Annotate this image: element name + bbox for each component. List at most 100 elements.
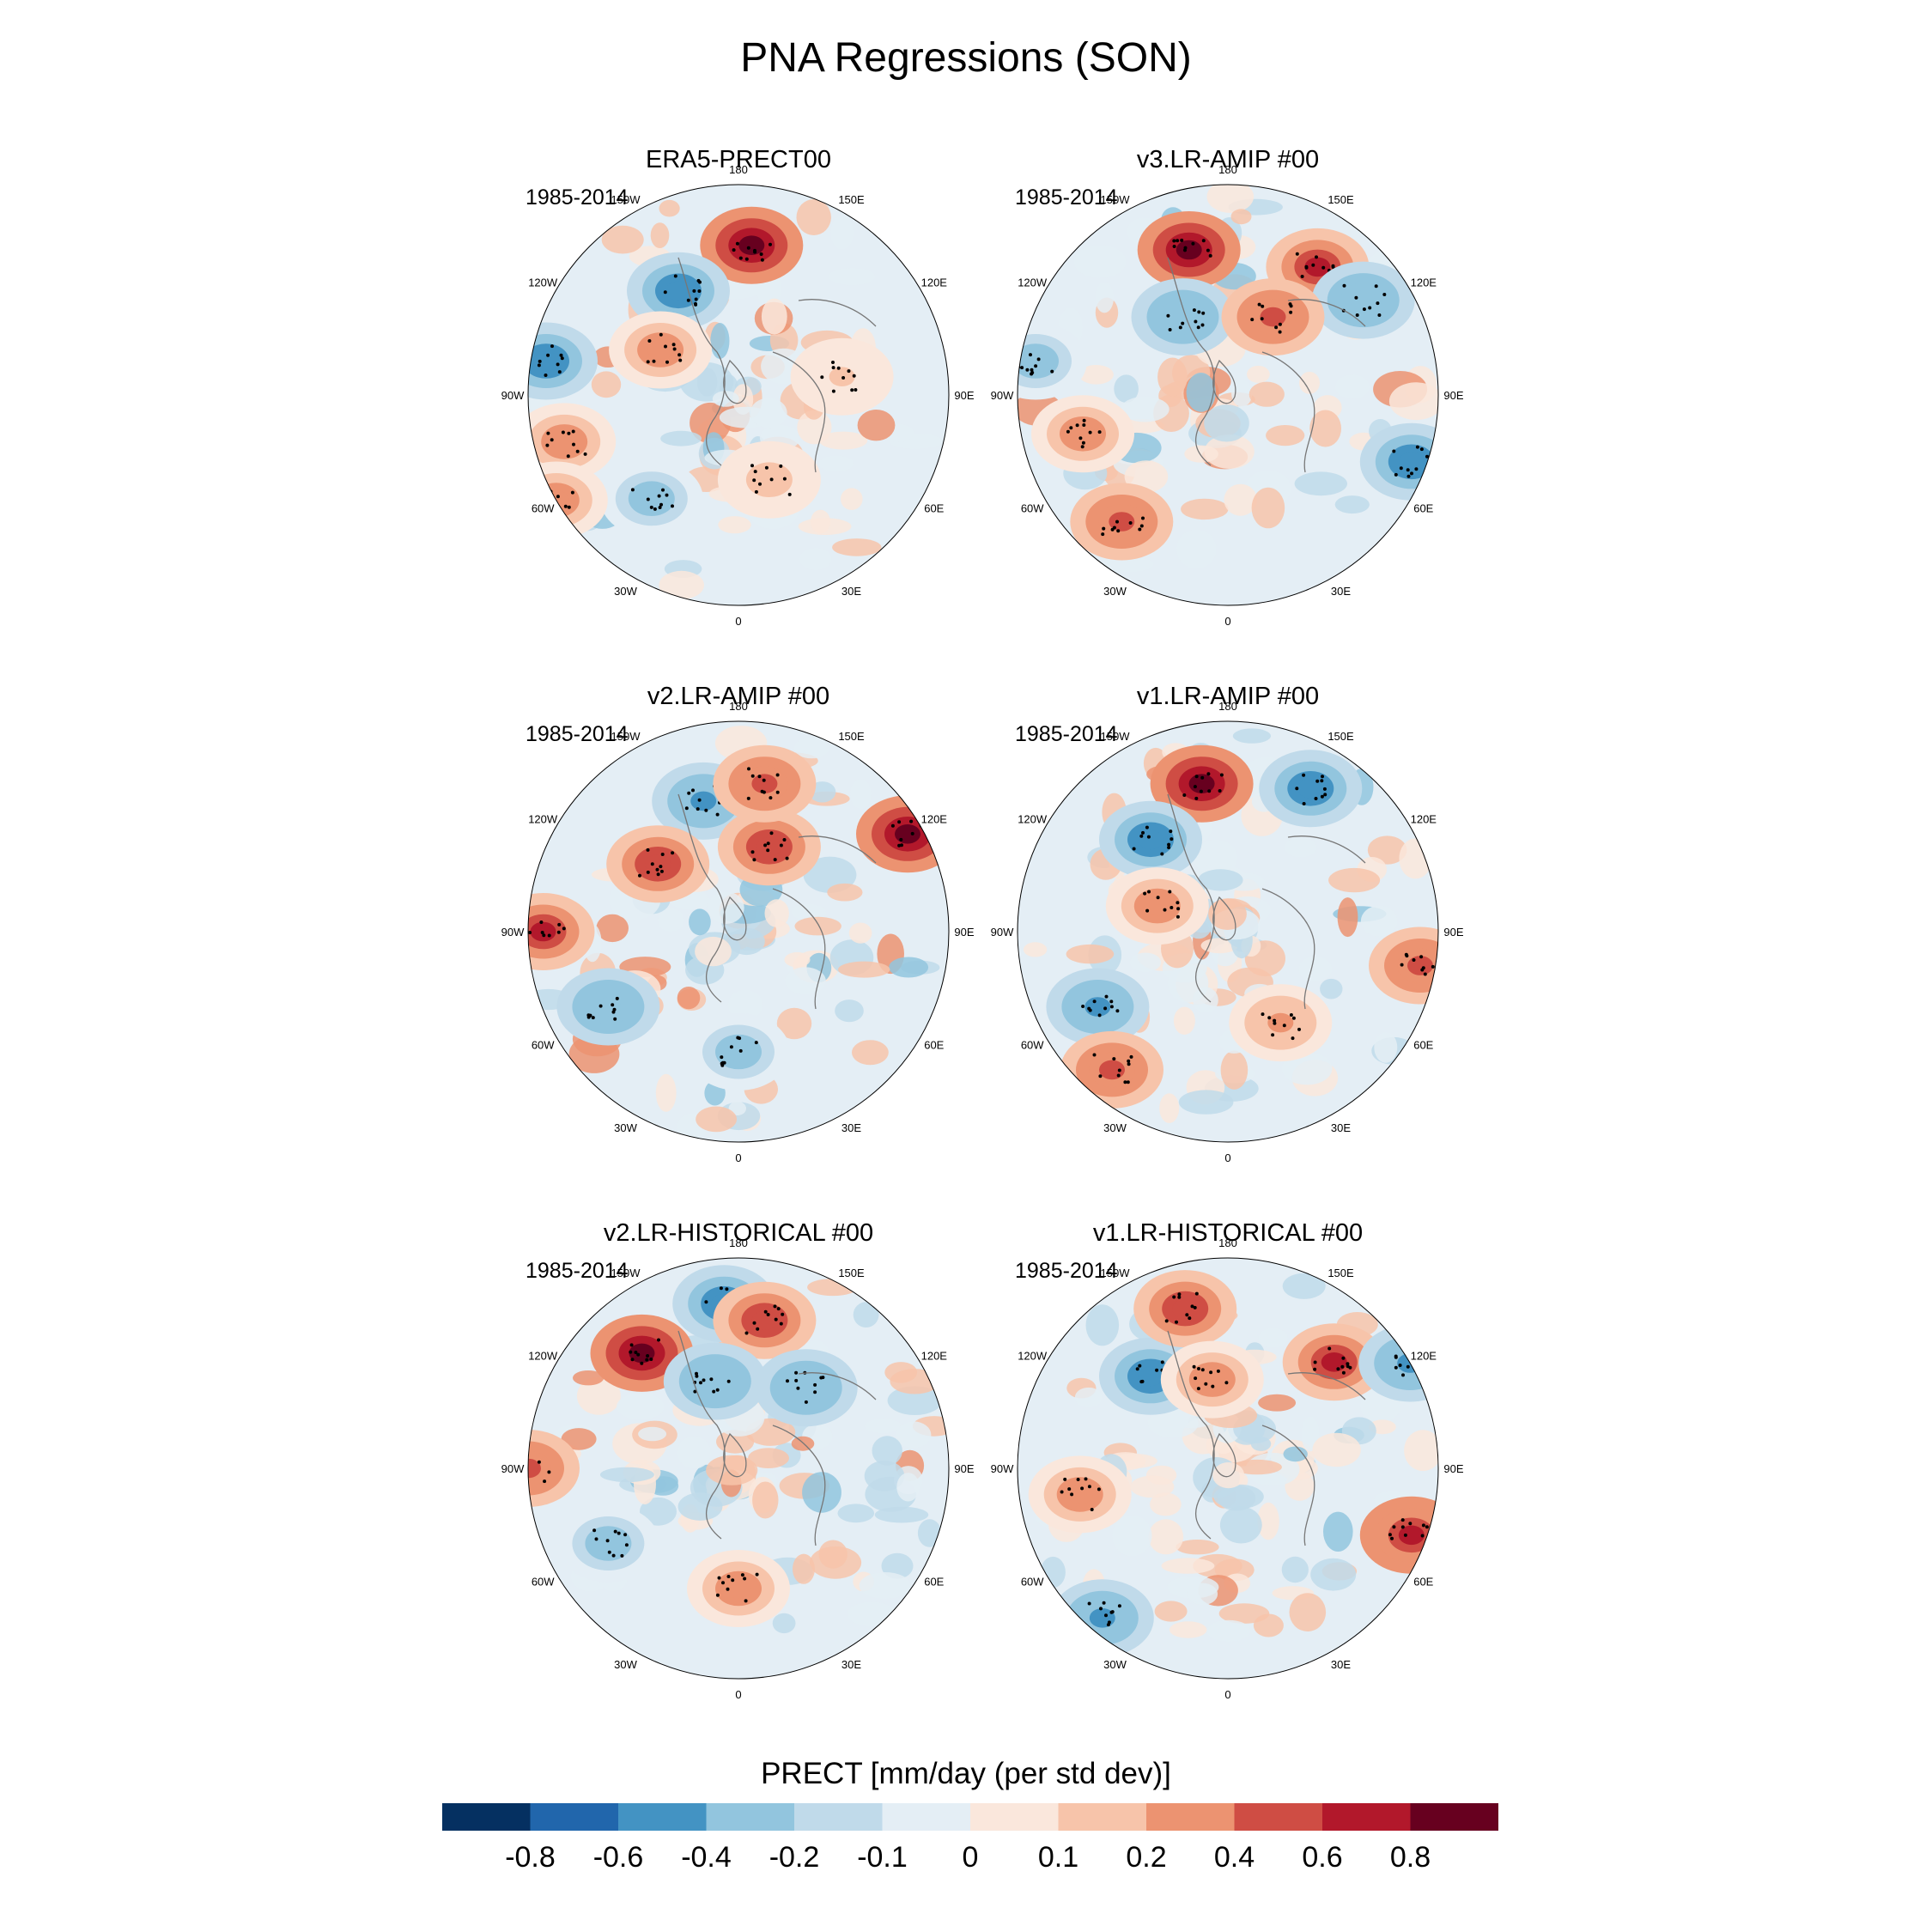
polar-map: 180 150E 120E 90E 60E 30E 0 30W 60W 90W 120W 150W xyxy=(991,700,1464,1164)
significance-dot xyxy=(1295,252,1299,256)
significance-dot xyxy=(694,297,698,301)
significance-dot xyxy=(1289,1013,1293,1017)
anomaly-patch xyxy=(1253,1613,1284,1637)
significance-dot xyxy=(1143,891,1147,896)
coastline xyxy=(723,359,747,404)
longitude-label: 120W xyxy=(528,1350,558,1363)
significance-dot xyxy=(1274,325,1279,330)
significance-dot xyxy=(1140,1379,1145,1383)
anomaly-patch xyxy=(896,1421,932,1449)
colorbar-segment xyxy=(1146,1803,1235,1831)
significance-dot xyxy=(1141,830,1145,835)
significance-dot xyxy=(521,914,525,918)
significance-dot xyxy=(785,856,789,860)
significance-dot xyxy=(657,494,661,498)
anomaly-patch xyxy=(830,216,854,250)
significance-dot xyxy=(1115,1009,1120,1013)
significance-dot xyxy=(1315,779,1320,783)
anomaly-patch xyxy=(1129,952,1162,973)
significance-dot xyxy=(1200,1368,1205,1372)
anomaly-patch xyxy=(1404,1430,1438,1472)
anomaly-feature xyxy=(1138,829,1163,850)
significance-dot xyxy=(1088,430,1092,434)
significance-dot xyxy=(686,298,690,302)
significance-dot xyxy=(763,843,768,848)
anomaly-patch xyxy=(640,1497,677,1526)
significance-dot xyxy=(1204,1382,1208,1386)
anomaly-patch xyxy=(835,999,864,1023)
longitude-label: 60E xyxy=(1413,502,1433,515)
significance-dot xyxy=(1196,1387,1200,1391)
anomaly-patch xyxy=(1337,897,1358,938)
significance-dot xyxy=(692,289,696,293)
significance-dot xyxy=(1300,275,1304,278)
panel-title: v2.LR-HISTORICAL #00 xyxy=(603,1219,874,1247)
significance-dot xyxy=(1082,423,1086,427)
longitude-label: 60W xyxy=(1021,1576,1044,1589)
significance-dot xyxy=(594,1537,598,1541)
anomaly-feature xyxy=(738,235,765,255)
significance-dot xyxy=(1206,772,1211,776)
coastline xyxy=(798,299,877,327)
anomaly-feature xyxy=(1188,774,1215,793)
anomaly-patch xyxy=(818,455,854,472)
longitude-label: 90W xyxy=(501,926,525,939)
significance-dot xyxy=(646,848,650,852)
significance-dot xyxy=(1376,301,1380,306)
anomaly-patch xyxy=(1212,1462,1245,1489)
longitude-label: 90W xyxy=(501,1462,525,1475)
significance-dot xyxy=(1176,914,1180,919)
longitude-label: 30E xyxy=(1331,1658,1351,1671)
significance-dot xyxy=(1250,318,1255,322)
anomaly-patch xyxy=(1176,1540,1219,1555)
longitude-label: 150W xyxy=(1101,730,1131,743)
significance-dot xyxy=(1192,308,1196,313)
longitude-label: 120W xyxy=(1018,813,1048,826)
longitude-label: 90E xyxy=(1443,389,1463,402)
anomaly-patch xyxy=(1181,498,1229,520)
coastline xyxy=(723,1432,747,1478)
anomaly-patch xyxy=(561,1428,597,1450)
significance-dot xyxy=(1224,1381,1229,1385)
anomaly-patch xyxy=(1328,867,1381,893)
significance-dot xyxy=(1302,773,1306,777)
significance-dot xyxy=(659,332,663,337)
significance-dot xyxy=(744,1331,749,1335)
significance-dot xyxy=(766,848,770,853)
colorbar-segment xyxy=(970,1803,1059,1831)
colorbar-segment xyxy=(1234,1803,1322,1831)
significance-dot xyxy=(1340,1364,1345,1369)
significance-dot xyxy=(1034,364,1038,368)
significance-dot xyxy=(649,505,653,509)
longitude-label: 120E xyxy=(1411,1350,1437,1363)
longitude-label: 180 xyxy=(1218,1236,1237,1249)
significance-dot xyxy=(1320,794,1324,799)
significance-dot xyxy=(1278,322,1282,326)
significance-dot xyxy=(550,344,554,349)
anomaly-patch xyxy=(573,1370,605,1386)
significance-dot xyxy=(659,865,663,869)
significance-dot xyxy=(1092,999,1097,1004)
significance-dot xyxy=(758,482,762,486)
longitude-label: 180 xyxy=(729,700,748,713)
significance-dot xyxy=(750,774,755,778)
significance-dot xyxy=(774,1317,778,1321)
significance-dot xyxy=(1192,1364,1196,1369)
significance-dot xyxy=(769,477,774,482)
significance-dot xyxy=(1321,265,1326,270)
significance-dot xyxy=(1176,907,1181,911)
significance-dot xyxy=(1117,1604,1121,1608)
longitude-label: 30W xyxy=(1103,1658,1127,1671)
anomaly-patch xyxy=(838,961,890,978)
significance-dot xyxy=(1267,1016,1272,1020)
significance-dot xyxy=(570,490,574,495)
significance-dot xyxy=(1197,1367,1200,1370)
significance-dot xyxy=(1191,241,1195,246)
significance-dot xyxy=(516,1480,519,1484)
panel-title: v2.LR-AMIP #00 xyxy=(647,683,830,710)
significance-dot xyxy=(738,256,743,260)
significance-dot xyxy=(719,1286,723,1291)
significance-dot xyxy=(831,389,835,393)
longitude-label: 30W xyxy=(614,585,637,598)
anomaly-feature xyxy=(1407,956,1433,975)
